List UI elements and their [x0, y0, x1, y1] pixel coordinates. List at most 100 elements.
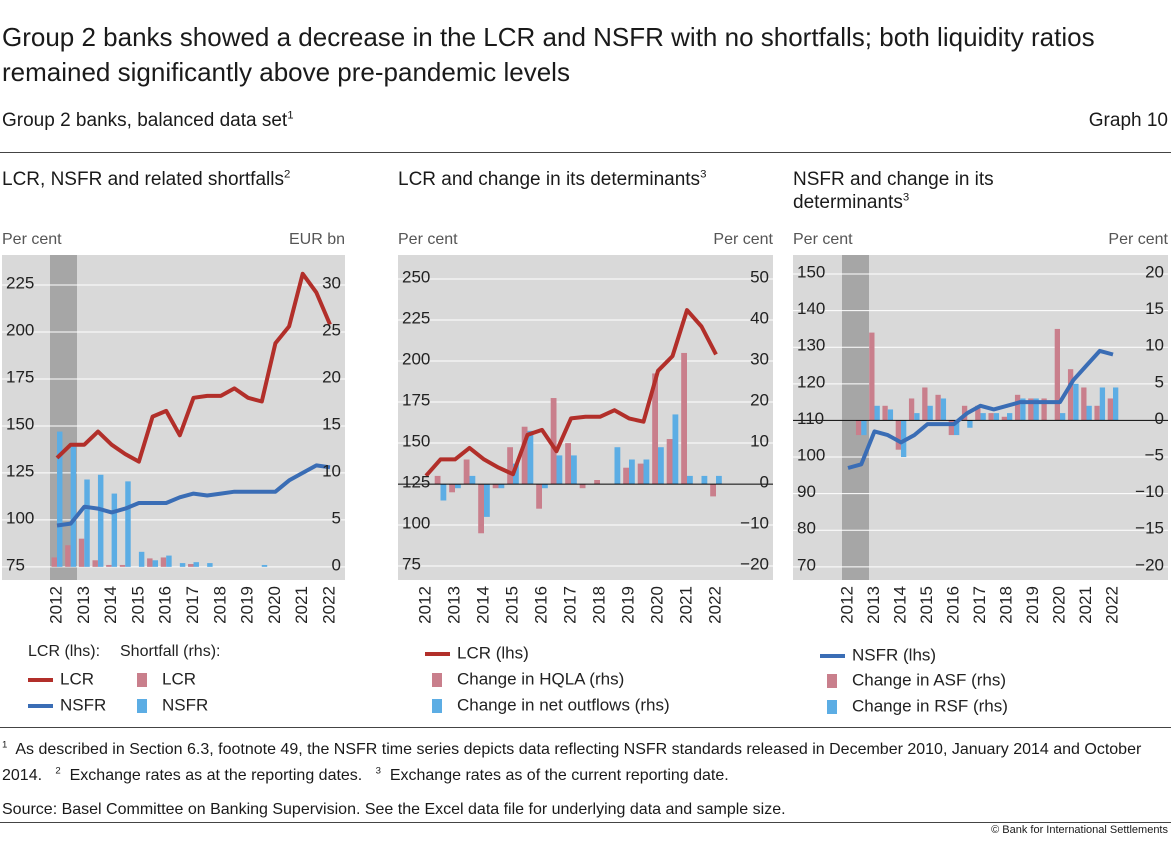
bar: [119, 564, 126, 567]
line-series: [424, 308, 718, 478]
bar: [1001, 416, 1007, 421]
bar: [188, 564, 194, 567]
legend-swatch: [827, 700, 837, 714]
y2-tick-label: 30: [750, 350, 769, 369]
x-tick-label: 2020: [1049, 586, 1068, 624]
bar: [1033, 398, 1039, 421]
y2-tick-label: 40: [750, 309, 769, 328]
y-tick-label: 70: [797, 555, 816, 574]
x-tick-label: 2017: [560, 586, 579, 624]
bar: [84, 479, 90, 567]
bar: [193, 562, 199, 567]
y2-tick-label: 20: [1145, 263, 1164, 282]
y-axis-label: Per cent: [2, 231, 62, 248]
y2-axis-label: EUR bn: [289, 231, 345, 248]
x-tick-label: 2013: [444, 586, 463, 624]
bar: [922, 387, 928, 421]
bar: [874, 405, 880, 421]
y-tick-label: 225: [6, 274, 34, 293]
y2-tick-label: 10: [322, 461, 341, 480]
y2-tick-label: −5: [1145, 446, 1164, 465]
subtitle-text: Group 2 banks, balanced data set: [2, 110, 288, 131]
legend-label: Change in ASF (rhs): [852, 670, 1006, 689]
y-tick-label: 125: [402, 473, 430, 492]
bar: [571, 455, 577, 485]
bar: [521, 426, 528, 485]
bar: [1094, 405, 1100, 421]
bar: [455, 484, 461, 489]
line-series: [847, 348, 1114, 470]
y2-tick-label: 30: [322, 274, 341, 293]
footnote: As described in Section 6.3, footnote 49…: [2, 741, 1142, 784]
y2-tick-label: 0: [1155, 409, 1164, 428]
y-tick-label: 90: [797, 482, 816, 501]
bar: [980, 413, 986, 421]
footnotes: 1 As described in Section 6.3, footnote …: [2, 737, 1167, 789]
x-tick-label: 2015: [128, 586, 147, 624]
bar: [658, 447, 664, 485]
legend-label: LCR: [60, 669, 94, 688]
x-tick-label: 2013: [864, 586, 883, 624]
bar: [57, 431, 63, 567]
footnote: Exchange rates as of the current reporti…: [389, 767, 729, 784]
legend-swatch: [827, 674, 837, 688]
bar: [207, 563, 213, 567]
x-tick-label: 2013: [74, 586, 93, 624]
x-tick-label: 2015: [502, 586, 521, 624]
y2-tick-label: 15: [1145, 299, 1164, 318]
rule: [0, 822, 1171, 823]
line-series: [56, 463, 331, 528]
y-tick-label: 200: [6, 321, 34, 340]
note-mark: 2: [55, 765, 61, 777]
bar: [507, 447, 513, 485]
y2-tick-label: 10: [1145, 336, 1164, 355]
bar: [887, 409, 894, 421]
y2-tick-label: 20: [750, 391, 769, 410]
bar: [1113, 387, 1119, 421]
x-tick-label: 2018: [210, 586, 229, 624]
bar: [498, 484, 505, 489]
bar: [623, 467, 629, 485]
y2-tick-label: 50: [750, 268, 769, 287]
y-tick-label: 130: [797, 336, 825, 355]
y2-tick-label: 20: [322, 367, 341, 386]
line-series: [55, 271, 332, 464]
y-tick-label: 140: [797, 299, 825, 318]
legend-header: Shortfall (rhs):: [120, 643, 220, 660]
bar: [1028, 398, 1034, 421]
x-tick-label: 2019: [238, 586, 257, 624]
bar: [1081, 387, 1087, 421]
bar: [536, 484, 542, 509]
bar: [975, 405, 981, 421]
y2-tick-label: 15: [322, 414, 341, 433]
panel-title: NSFR and change in its determinants3: [793, 168, 1043, 214]
y2-tick-label: 0: [760, 473, 769, 492]
bar: [1007, 413, 1013, 421]
bar: [147, 558, 153, 567]
x-tick-label: 2022: [1102, 586, 1121, 624]
bar: [701, 475, 708, 485]
y2-tick-label: 10: [750, 432, 769, 451]
legend-header: LCR (lhs):: [28, 643, 100, 660]
legend-swatch: [432, 673, 442, 687]
bar: [106, 564, 112, 567]
legend-label: LCR (lhs): [457, 643, 529, 662]
bar: [484, 484, 490, 517]
x-tick-label: 2018: [589, 586, 608, 624]
x-tick-label: 2017: [970, 586, 989, 624]
bar: [710, 484, 716, 497]
x-tick-label: 2020: [647, 586, 666, 624]
panel-title-text: LCR and change in its determinants: [398, 169, 701, 190]
bar: [716, 475, 722, 485]
y-tick-label: 120: [797, 372, 825, 391]
y-axis-label: Per cent: [398, 231, 458, 248]
legend-label: LCR: [162, 669, 196, 688]
shaded-period: [842, 255, 869, 580]
bar: [855, 420, 862, 436]
bar: [908, 398, 915, 421]
bar: [463, 459, 470, 485]
y-tick-label: 150: [797, 263, 825, 282]
y-tick-label: 80: [797, 519, 816, 538]
legend-swatch: [137, 699, 147, 713]
bar: [97, 474, 104, 567]
